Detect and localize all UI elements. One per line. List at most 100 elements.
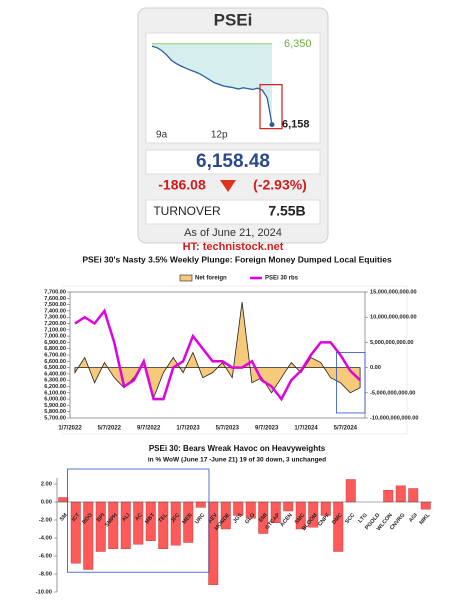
x-tick-label: ACEN [279,512,294,528]
line [74,308,361,402]
x-tick-label: SCC [344,512,356,525]
bar [333,501,344,552]
y-tick-label: 7,500.00 [44,302,66,308]
y-tick-label: 5,900.00 [44,403,66,409]
x-tick-label: 5/7/2024 [334,426,358,432]
y2-tick-label: 10,000,000,000.00 [370,315,417,321]
x-tick-label: EMI [258,512,269,524]
x-tick-label: 1/7/2022 [58,426,82,432]
credit: HT: technistock.net [183,241,284,253]
highlight-box [67,468,210,573]
y-tick-label: 6,350 [284,38,312,50]
x-tick-label: 9/7/2023 [255,426,279,432]
y-tick-label: -2.00 [39,518,52,524]
bar [383,490,394,503]
highlight-box [336,352,366,414]
price-box [145,149,321,175]
y-tick-label: 6,300.00 [44,378,66,384]
x-tick-label: LTG [357,512,368,524]
y-tick-label: 6,000.00 [44,397,66,403]
x-tick-label: 5/7/2022 [98,426,122,432]
chart-title: PSEi 30: Bears Wreak Havoc on Heavyweigh… [149,444,326,453]
bar [345,479,356,503]
x-tick-label: JGS [232,512,244,525]
turnover: 7.55B [268,203,305,219]
y-tick-label: 7,400.00 [44,308,66,314]
x-tick-label: AGI [408,512,419,524]
change-pct: (-2.93%) [253,177,307,193]
x-tick-label: 9/7/2022 [137,426,161,432]
y-tick-label: 7,100.00 [44,327,66,333]
x-tick-label: ICT [71,512,82,523]
bar [420,501,431,510]
y-tick-label: 7,300.00 [44,315,66,321]
y2-tick-label: 15,000,000,000.00 [370,289,417,295]
y-tick-label: 6,100.00 [44,390,66,396]
x-tick-label: AC [134,512,144,522]
chart-title: PSEi 30's Nasty 3.5% Weekly Plunge: Fore… [82,254,392,264]
y-tick-label: 7,200.00 [44,321,66,327]
x-tick-label: BPI [96,512,107,523]
y-tick-label: 6,800.00 [44,346,66,352]
bar [70,501,81,564]
end-label: 6,158 [282,119,310,131]
end-point [269,122,275,128]
bar [283,501,294,512]
line [151,45,273,125]
widget-title: PSEi [214,10,253,29]
y-tick-label: -10.00 [36,590,52,596]
bar [170,501,181,546]
as-of: As of June 21, 2024 [184,227,282,239]
y-tick-label: 2.00 [41,482,52,488]
x-tick-label: 9a [156,130,168,141]
turnover-label: TURNOVER [153,204,221,218]
down-arrow [220,180,236,192]
y-tick-label: 5,800.00 [44,409,66,415]
change: -186.08 [158,177,206,193]
bar [408,488,419,503]
y-tick-label: -8.00 [39,572,52,578]
y-tick-label: 6,200.00 [44,384,66,390]
y2-tick-label: -10,000,000,000.00 [370,415,419,421]
legend-swatch [179,274,193,282]
y-tick-label: -6.00 [39,554,52,560]
bar [158,501,169,549]
y-tick-label: 7,700.00 [44,289,66,295]
x-tick-label: URC [194,512,206,525]
price: 6,158.48 [196,151,270,172]
x-tick-label: JFC [170,512,181,524]
bar [133,501,144,545]
bar [120,501,131,549]
x-tick-label: 12p [211,130,228,141]
bar [195,501,206,508]
x-tick-label: TEL [158,512,170,524]
bar [395,485,406,503]
area [152,44,272,125]
x-tick-label: 5/7/2023 [216,426,240,432]
y-tick-label: 7,600.00 [44,296,66,302]
x-tick-label: SM [59,512,69,522]
area [74,302,361,400]
bar [95,501,106,552]
plot-border [69,291,366,419]
y-tick-label: 5,700.00 [44,415,66,421]
x-tick-label: NIKL [419,512,432,526]
y-tick-label: 6,500.00 [44,365,66,371]
y-tick-label: 6,400.00 [44,371,66,377]
y-tick-label: 7,000.00 [44,334,66,340]
y2-tick-label: -5,000,000,000.00 [370,390,415,396]
highlight-box [259,84,283,130]
y-tick-label: 6,900.00 [44,340,66,346]
y-tick-label: 6,600.00 [44,359,66,365]
legend-label: PSEi 30 rbs [265,276,299,282]
turnover-box [145,199,321,225]
chart-frame [61,285,408,435]
x-tick-label: 1/7/2023 [176,426,200,432]
y-tick-label: 6,700.00 [44,352,66,358]
y-tick-label: -4.00 [39,536,52,542]
x-tick-label: 1/7/2024 [294,426,318,432]
y-tick-label: 0.00 [41,500,52,506]
y2-tick-label: 0.00 [370,365,381,371]
y2-tick-label: 5,000,000,000.00 [370,340,414,346]
